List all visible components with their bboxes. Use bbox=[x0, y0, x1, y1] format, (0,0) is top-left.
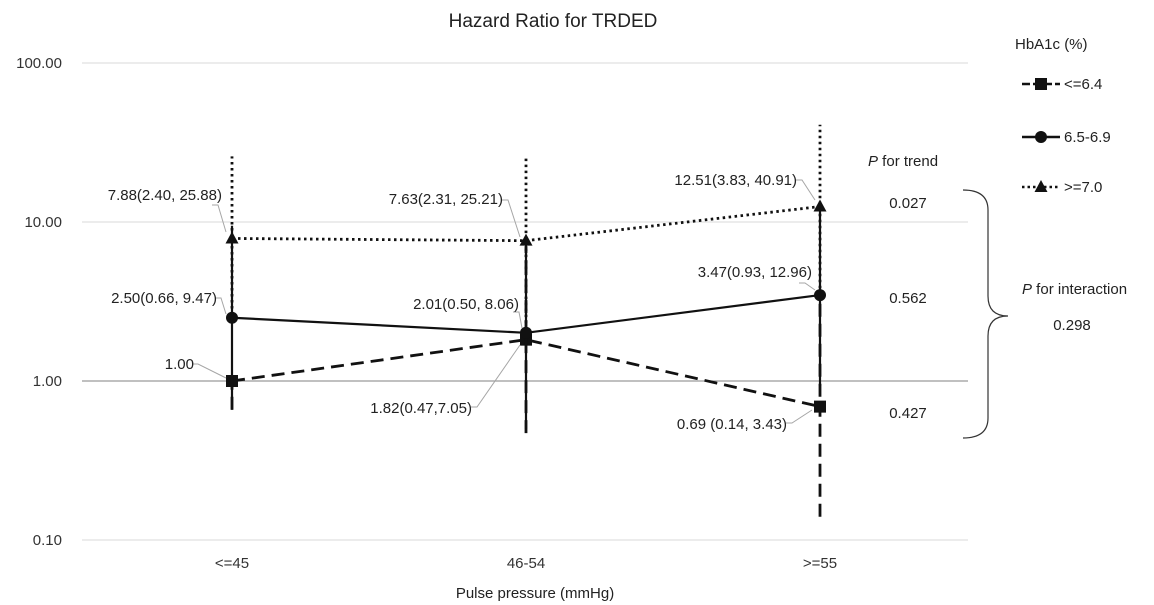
y-tick-label: 100.00 bbox=[16, 55, 62, 72]
p-trend-value: 0.427 bbox=[889, 405, 927, 422]
y-tick-label: 10.00 bbox=[24, 214, 62, 231]
legend-item: >=7.0 bbox=[1022, 179, 1102, 196]
data-label: 1.00 bbox=[165, 356, 194, 373]
p-interaction-header-text: for interaction bbox=[1032, 281, 1127, 298]
label-layer: 1.00 1.82(0.47,7.05) 0.69 (0.14, 3.43) 2.50… bbox=[108, 172, 816, 433]
legend-marker bbox=[1034, 180, 1048, 192]
label-leader-line bbox=[192, 363, 227, 379]
p-interaction-brace bbox=[962, 189, 1009, 439]
legend-item: <=6.4 bbox=[1022, 76, 1102, 93]
data-point bbox=[226, 311, 238, 324]
data-point bbox=[813, 199, 827, 212]
x-axis-label: Pulse pressure (mmHg) bbox=[456, 585, 614, 602]
label-leader-line bbox=[799, 282, 816, 291]
p-trend-value: 0.027 bbox=[889, 195, 927, 212]
data-label: 1.82(0.47,7.05) bbox=[370, 400, 472, 417]
data-label: 0.69 (0.14, 3.43) bbox=[677, 416, 787, 433]
legend-title: HbA1c (%) bbox=[1015, 36, 1088, 53]
data-point bbox=[814, 289, 826, 302]
x-tick-label: 46-54 bbox=[507, 555, 545, 572]
y-tick-label: 1.00 bbox=[33, 373, 62, 390]
label-leader-line bbox=[786, 409, 813, 424]
tick-layer: 0.10 1.00 10.00 100.00 <=45 46-54 >=55 bbox=[16, 55, 837, 572]
p-interaction-value: 0.298 bbox=[1053, 317, 1091, 334]
label-leader-line bbox=[796, 179, 816, 201]
x-tick-label: <=45 bbox=[215, 555, 249, 572]
y-tick-label: 0.10 bbox=[33, 532, 62, 549]
label-leader-line bbox=[471, 344, 521, 408]
svg-text:P for interaction: P for interaction bbox=[1022, 281, 1127, 298]
data-point bbox=[520, 326, 532, 339]
legend-marker bbox=[1035, 78, 1047, 90]
x-tick-label: >=55 bbox=[803, 555, 837, 572]
series-layer bbox=[225, 124, 827, 517]
legend-label: >=7.0 bbox=[1064, 179, 1102, 196]
p-interaction-header: P for interaction bbox=[1022, 281, 1127, 298]
p-trend-values: 0.427 0.562 0.027 bbox=[889, 195, 927, 422]
data-label: 3.47(0.93, 12.96) bbox=[698, 264, 812, 281]
p-trend-header: P for trend bbox=[868, 153, 938, 170]
svg-text:P for trend: P for trend bbox=[868, 153, 938, 170]
data-label: 7.63(2.31, 25.21) bbox=[389, 191, 503, 208]
label-leader-line bbox=[502, 199, 521, 238]
data-point bbox=[519, 233, 533, 246]
label-leader-line bbox=[513, 311, 523, 329]
legend-label: 6.5-6.9 bbox=[1064, 129, 1111, 146]
p-interaction-header-italic: P bbox=[1022, 281, 1032, 298]
series-triangle bbox=[225, 124, 827, 324]
chart-title: Hazard Ratio for TRDED bbox=[449, 11, 658, 32]
data-point bbox=[814, 400, 826, 413]
p-trend-value: 0.562 bbox=[889, 290, 927, 307]
data-label: 2.01(0.50, 8.06) bbox=[413, 296, 519, 313]
p-trend-header-italic: P bbox=[868, 153, 878, 170]
legend: <=6.4 6.5-6.9 >=7.0 bbox=[1022, 76, 1111, 196]
legend-marker bbox=[1035, 131, 1047, 143]
data-label: 7.88(2.40, 25.88) bbox=[108, 187, 222, 204]
data-label: 12.51(3.83, 40.91) bbox=[674, 172, 797, 189]
label-leader-line bbox=[212, 204, 227, 233]
p-trend-header-text: for trend bbox=[878, 153, 938, 170]
data-label: 2.50(0.66, 9.47) bbox=[111, 290, 217, 307]
legend-label: <=6.4 bbox=[1064, 76, 1102, 93]
legend-item: 6.5-6.9 bbox=[1022, 129, 1111, 146]
data-point bbox=[225, 231, 239, 244]
label-leader-line bbox=[215, 297, 227, 315]
